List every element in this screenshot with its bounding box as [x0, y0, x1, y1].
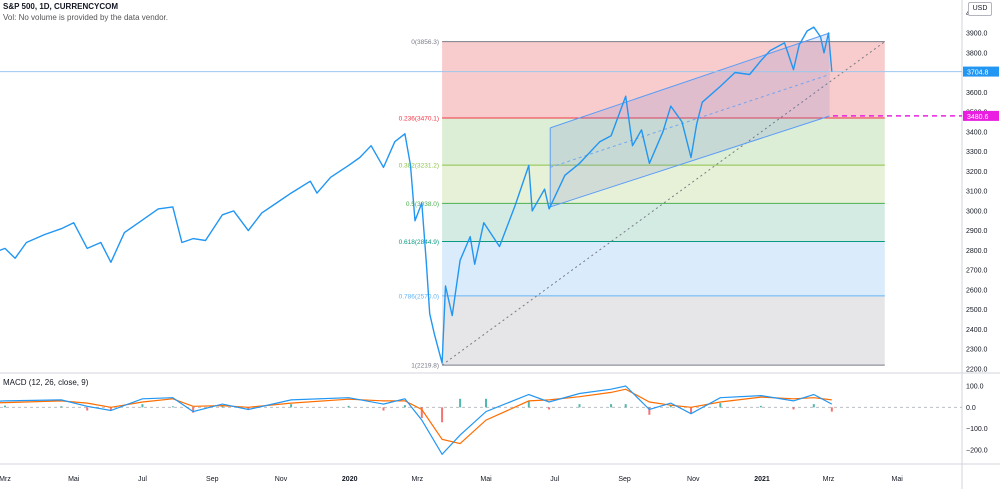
macd-histogram-bar-24	[669, 405, 672, 408]
macd-histogram-bar-28	[792, 407, 795, 410]
time-tick-label-11: 2021	[754, 476, 770, 483]
alert-price-tag	[963, 110, 999, 121]
time-tick-label-8: Jul	[550, 476, 559, 483]
price-tick-label-4: 2600.0	[966, 287, 988, 294]
channel-fill	[550, 33, 830, 207]
time-tick-label-12: Mrz	[823, 476, 835, 483]
price-tick-label-9: 3100.0	[966, 189, 988, 196]
fib-retracement: 0(3856.3)0.236(3470.1)0.382(3231.2)0.5(3…	[399, 39, 886, 370]
macd-histogram-bar-19	[548, 407, 551, 410]
price-tick-label-14: 3600.0	[966, 90, 988, 97]
fib-zone-0	[442, 41, 885, 118]
channel-median-line	[550, 74, 830, 168]
macd-axis-label-1: 0.0	[966, 405, 976, 412]
time-axis: Mrz Mai Jul Sep Nov 2020 Mrz Mai Jul Sep Nov 2021 Mr…	[0, 476, 903, 483]
price-tick-label-16: 3800.0	[966, 50, 988, 57]
macd-histogram-bar-17	[485, 398, 488, 408]
fib-zone-1	[442, 117, 885, 166]
fib-zone-3	[442, 203, 885, 242]
macd-histogram-bar-11	[347, 405, 350, 408]
fib-level-label-5: 0.786(2570.0)	[399, 293, 439, 300]
macd-signal-line	[0, 388, 832, 445]
macd-histogram-bar-16	[459, 398, 462, 408]
fib-level-label-0: 0(3856.3)	[411, 39, 439, 46]
macd-axis-label-2: −100.0	[966, 426, 988, 433]
price-tick-label-17: 3900.0	[966, 31, 988, 38]
price-tick-label-12: 3400.0	[966, 129, 988, 136]
macd-histogram-bar-26	[719, 403, 722, 408]
time-tick-label-10: Nov	[687, 476, 700, 483]
macd-pane: 100.0 0.0 −100.0 −200.0	[0, 384, 988, 456]
macd-line	[0, 385, 833, 456]
price-tick-label-8: 3000.0	[966, 208, 988, 215]
macd-histogram-bar-13	[403, 405, 406, 408]
macd-histogram-bar-27	[759, 405, 762, 408]
fib-zone-2	[442, 165, 885, 204]
macd-histogram-bar-3	[86, 407, 89, 411]
chart-title: S&P 500, 1D, CURRENCYCOM	[3, 2, 118, 11]
macd-histogram-bar-12	[382, 407, 385, 411]
time-tick-label-7: Mai	[480, 476, 492, 483]
macd-histogram-bar-29	[812, 404, 815, 408]
time-tick-label-0: Mrz	[0, 476, 11, 483]
fib-zone-4	[442, 241, 885, 296]
fib-level-label-1: 0.236(3470.1)	[399, 115, 439, 122]
fib-level-label-4: 0.618(2844.9)	[399, 239, 439, 246]
price-tick-label-5: 2700.0	[966, 268, 988, 275]
price-tick-label-10: 3200.0	[966, 169, 988, 176]
fib-zone-5	[442, 295, 885, 366]
time-tick-label-6: Mrz	[411, 476, 423, 483]
current-price-tag-label: 3704.8	[967, 70, 989, 77]
macd-histogram-bar-15	[441, 407, 444, 423]
fib-trendline	[441, 41, 886, 366]
time-tick-label-1: Mai	[68, 476, 80, 483]
alert-price-tag-label: 3480.6	[967, 114, 989, 121]
volume-note: Vol: No volume is provided by the data v…	[3, 13, 168, 22]
time-tick-label-13: Mai	[892, 476, 904, 483]
macd-histogram-bar-7	[192, 407, 195, 413]
price-tick-label-2: 2400.0	[966, 327, 988, 334]
macd-axis-label-0: 100.0	[966, 384, 984, 391]
price-tick-label-1: 2300.0	[966, 347, 988, 354]
macd-histogram-bar-4	[109, 407, 112, 411]
macd-histogram-bar-10	[290, 404, 293, 408]
current-price-tag	[963, 66, 999, 77]
channel-upper-line	[550, 32, 830, 129]
macd-histogram-bar-6	[171, 406, 174, 408]
macd-histogram-bar-23	[648, 407, 651, 415]
macd-histogram-bar-5	[141, 404, 144, 408]
parallel-channel	[549, 32, 830, 208]
macd-histogram-bar-25	[690, 407, 693, 414]
price-axis: 2200.0 2300.0 2400.0 2500.0 2600.0 2700.0 2800…	[963, 11, 999, 374]
time-tick-label-4: Nov	[275, 476, 288, 483]
macd-histogram-bar-14	[420, 407, 423, 418]
price-series-line-0	[0, 26, 833, 364]
fib-level-label-2: 0.382(3231.2)	[399, 163, 439, 170]
macd-histogram-bar-8	[221, 405, 224, 408]
time-tick-label-2: Jul	[138, 476, 147, 483]
macd-histogram-bar-1	[4, 405, 6, 408]
time-tick-label-9: Sep	[618, 476, 631, 483]
macd-histogram-bar-30	[830, 407, 833, 412]
macd-indicator-label[interactable]: MACD (12, 26, close, 9)	[3, 378, 89, 387]
time-tick-label-5: 2020	[342, 476, 358, 483]
price-tick-label-0: 2200.0	[966, 367, 988, 374]
macd-histogram-bar-21	[610, 404, 613, 408]
macd-histogram-bar-9	[247, 407, 250, 410]
time-tick-label-3: Sep	[206, 476, 219, 483]
macd-histogram-bar-2	[60, 406, 63, 408]
price-tick-label-6: 2800.0	[966, 248, 988, 255]
price-tick-label-3: 2500.0	[966, 307, 988, 314]
fib-level-label-6: 1(2219.8)	[411, 363, 439, 370]
macd-histogram-bar-20	[578, 404, 581, 408]
macd-histogram-bar-22	[624, 404, 627, 408]
price-tick-label-7: 2900.0	[966, 228, 988, 235]
channel-lower-line	[550, 115, 830, 208]
macd-axis-label-3: −200.0	[966, 448, 988, 455]
price-tick-label-11: 3300.0	[966, 149, 988, 156]
currency-button[interactable]: USD	[968, 2, 992, 16]
macd-histogram-bar-18	[527, 400, 530, 408]
